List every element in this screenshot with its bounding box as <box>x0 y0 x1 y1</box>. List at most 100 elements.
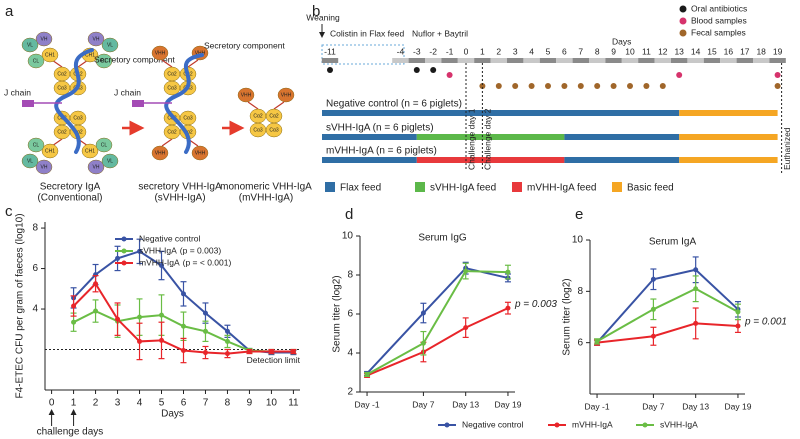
domain <box>101 153 119 169</box>
sample-dot <box>545 83 551 89</box>
group-label: sVHH-IgA (n = 6 piglets) <box>326 123 434 134</box>
caption: secretory VHH-IgA <box>138 182 222 193</box>
x-tick-label: 10 <box>266 398 278 409</box>
domain <box>151 45 169 61</box>
feed-segment <box>564 157 680 163</box>
marker <box>115 255 121 261</box>
domain <box>277 87 295 103</box>
marker <box>594 338 600 344</box>
marker <box>71 303 77 309</box>
challenge-label: Challenge day 1 <box>466 108 476 170</box>
y-tick-label: 8 <box>32 223 38 234</box>
x-tick-label: Day 7 <box>412 399 434 409</box>
day-label: 19 <box>773 46 783 56</box>
detection-limit-label: Detection limit <box>247 355 301 365</box>
j-chain <box>22 100 34 107</box>
marker <box>246 349 252 355</box>
marker <box>650 306 656 312</box>
legend-dot <box>679 17 687 25</box>
secretory-label: Secretory component <box>204 40 285 50</box>
legend-marker <box>121 236 127 242</box>
y-tick-label: 6 <box>32 263 38 274</box>
series-line <box>366 270 508 376</box>
day-cell <box>720 58 737 63</box>
domain <box>21 37 39 53</box>
series-line <box>596 287 739 343</box>
domain-label: VH <box>93 36 100 42</box>
day-cell <box>392 58 409 63</box>
x-tick-label: 8 <box>225 398 231 409</box>
domain-label: CH1 <box>85 52 95 58</box>
day-label: 1 <box>480 46 485 56</box>
domain-label: CH1 <box>85 148 95 154</box>
day-cell <box>736 58 753 63</box>
colistin-box <box>321 44 405 65</box>
day-cell <box>638 58 655 63</box>
domain-label: Cα3 <box>183 115 193 121</box>
day-label: -2 <box>429 46 437 56</box>
legend-label: Blood samples <box>691 15 747 25</box>
chart-title: Serum IgA <box>649 237 697 248</box>
feed-swatch <box>415 182 425 192</box>
panel-letter: e <box>575 206 583 223</box>
day-label: 9 <box>611 46 616 56</box>
domain-label: Cα3 <box>167 85 177 91</box>
marker <box>268 349 274 355</box>
day-cell <box>703 58 721 63</box>
marker <box>693 286 699 292</box>
day-cell <box>425 58 442 63</box>
domain <box>87 159 105 175</box>
domain-label: Cα3 <box>253 127 263 133</box>
caption: monomeric VHH-IgA <box>220 182 312 193</box>
sample-dot <box>446 72 453 78</box>
feed-legend-label: sVHH-IgA feed <box>430 183 496 194</box>
group-label: mVHH-IgA (n = 6 piglets) <box>326 146 437 157</box>
sample-dot <box>512 83 519 89</box>
days-label: Days <box>612 36 631 46</box>
feed-legend-label: Basic feed <box>627 183 674 194</box>
sample-dot <box>774 83 781 89</box>
j-chain-label: J chain <box>4 87 31 97</box>
domain <box>21 153 39 169</box>
domain <box>41 47 59 63</box>
day-label: -4 <box>397 46 405 56</box>
x-tick-label: Day -1 <box>355 399 380 409</box>
x-tick-label: 2 <box>93 398 99 409</box>
marker <box>137 248 143 254</box>
x-tick-label: 11 <box>288 398 299 409</box>
marker <box>224 328 230 334</box>
x-tick-label: 3 <box>115 398 121 409</box>
marker <box>735 323 741 329</box>
marker <box>735 309 741 315</box>
domain-label: VHH <box>241 92 252 98</box>
day-cell <box>539 58 557 63</box>
domain-label: CL <box>33 58 40 64</box>
sample-dot <box>528 83 535 89</box>
caption: (Conventional) <box>37 193 102 204</box>
colistin-label: Colistin in Flax feed <box>330 28 404 38</box>
feed-segment <box>416 157 565 163</box>
hinge <box>247 101 259 110</box>
legend-label: Negative control <box>462 419 524 429</box>
day-label: 16 <box>724 46 734 56</box>
day-label: 3 <box>513 46 518 56</box>
domain-label: VH <box>41 36 48 42</box>
domain <box>237 87 255 103</box>
day-label: 18 <box>756 46 766 56</box>
legend-label: Oral antibiotics <box>691 3 747 13</box>
day-label: -11 <box>324 46 336 56</box>
feed-segment <box>322 110 680 116</box>
day-label: 4 <box>529 46 534 56</box>
day-cell <box>753 58 770 63</box>
day-cell <box>556 58 573 63</box>
sample-dot <box>627 83 633 89</box>
marker <box>180 291 186 297</box>
annotation: p = 0.001 <box>744 317 787 328</box>
secretory-component <box>54 48 94 154</box>
legend-marker <box>444 422 450 428</box>
feed-segment <box>322 134 417 140</box>
legend-dot <box>679 5 687 13</box>
domain-label: Cα2 <box>167 71 177 77</box>
marker <box>115 316 121 322</box>
